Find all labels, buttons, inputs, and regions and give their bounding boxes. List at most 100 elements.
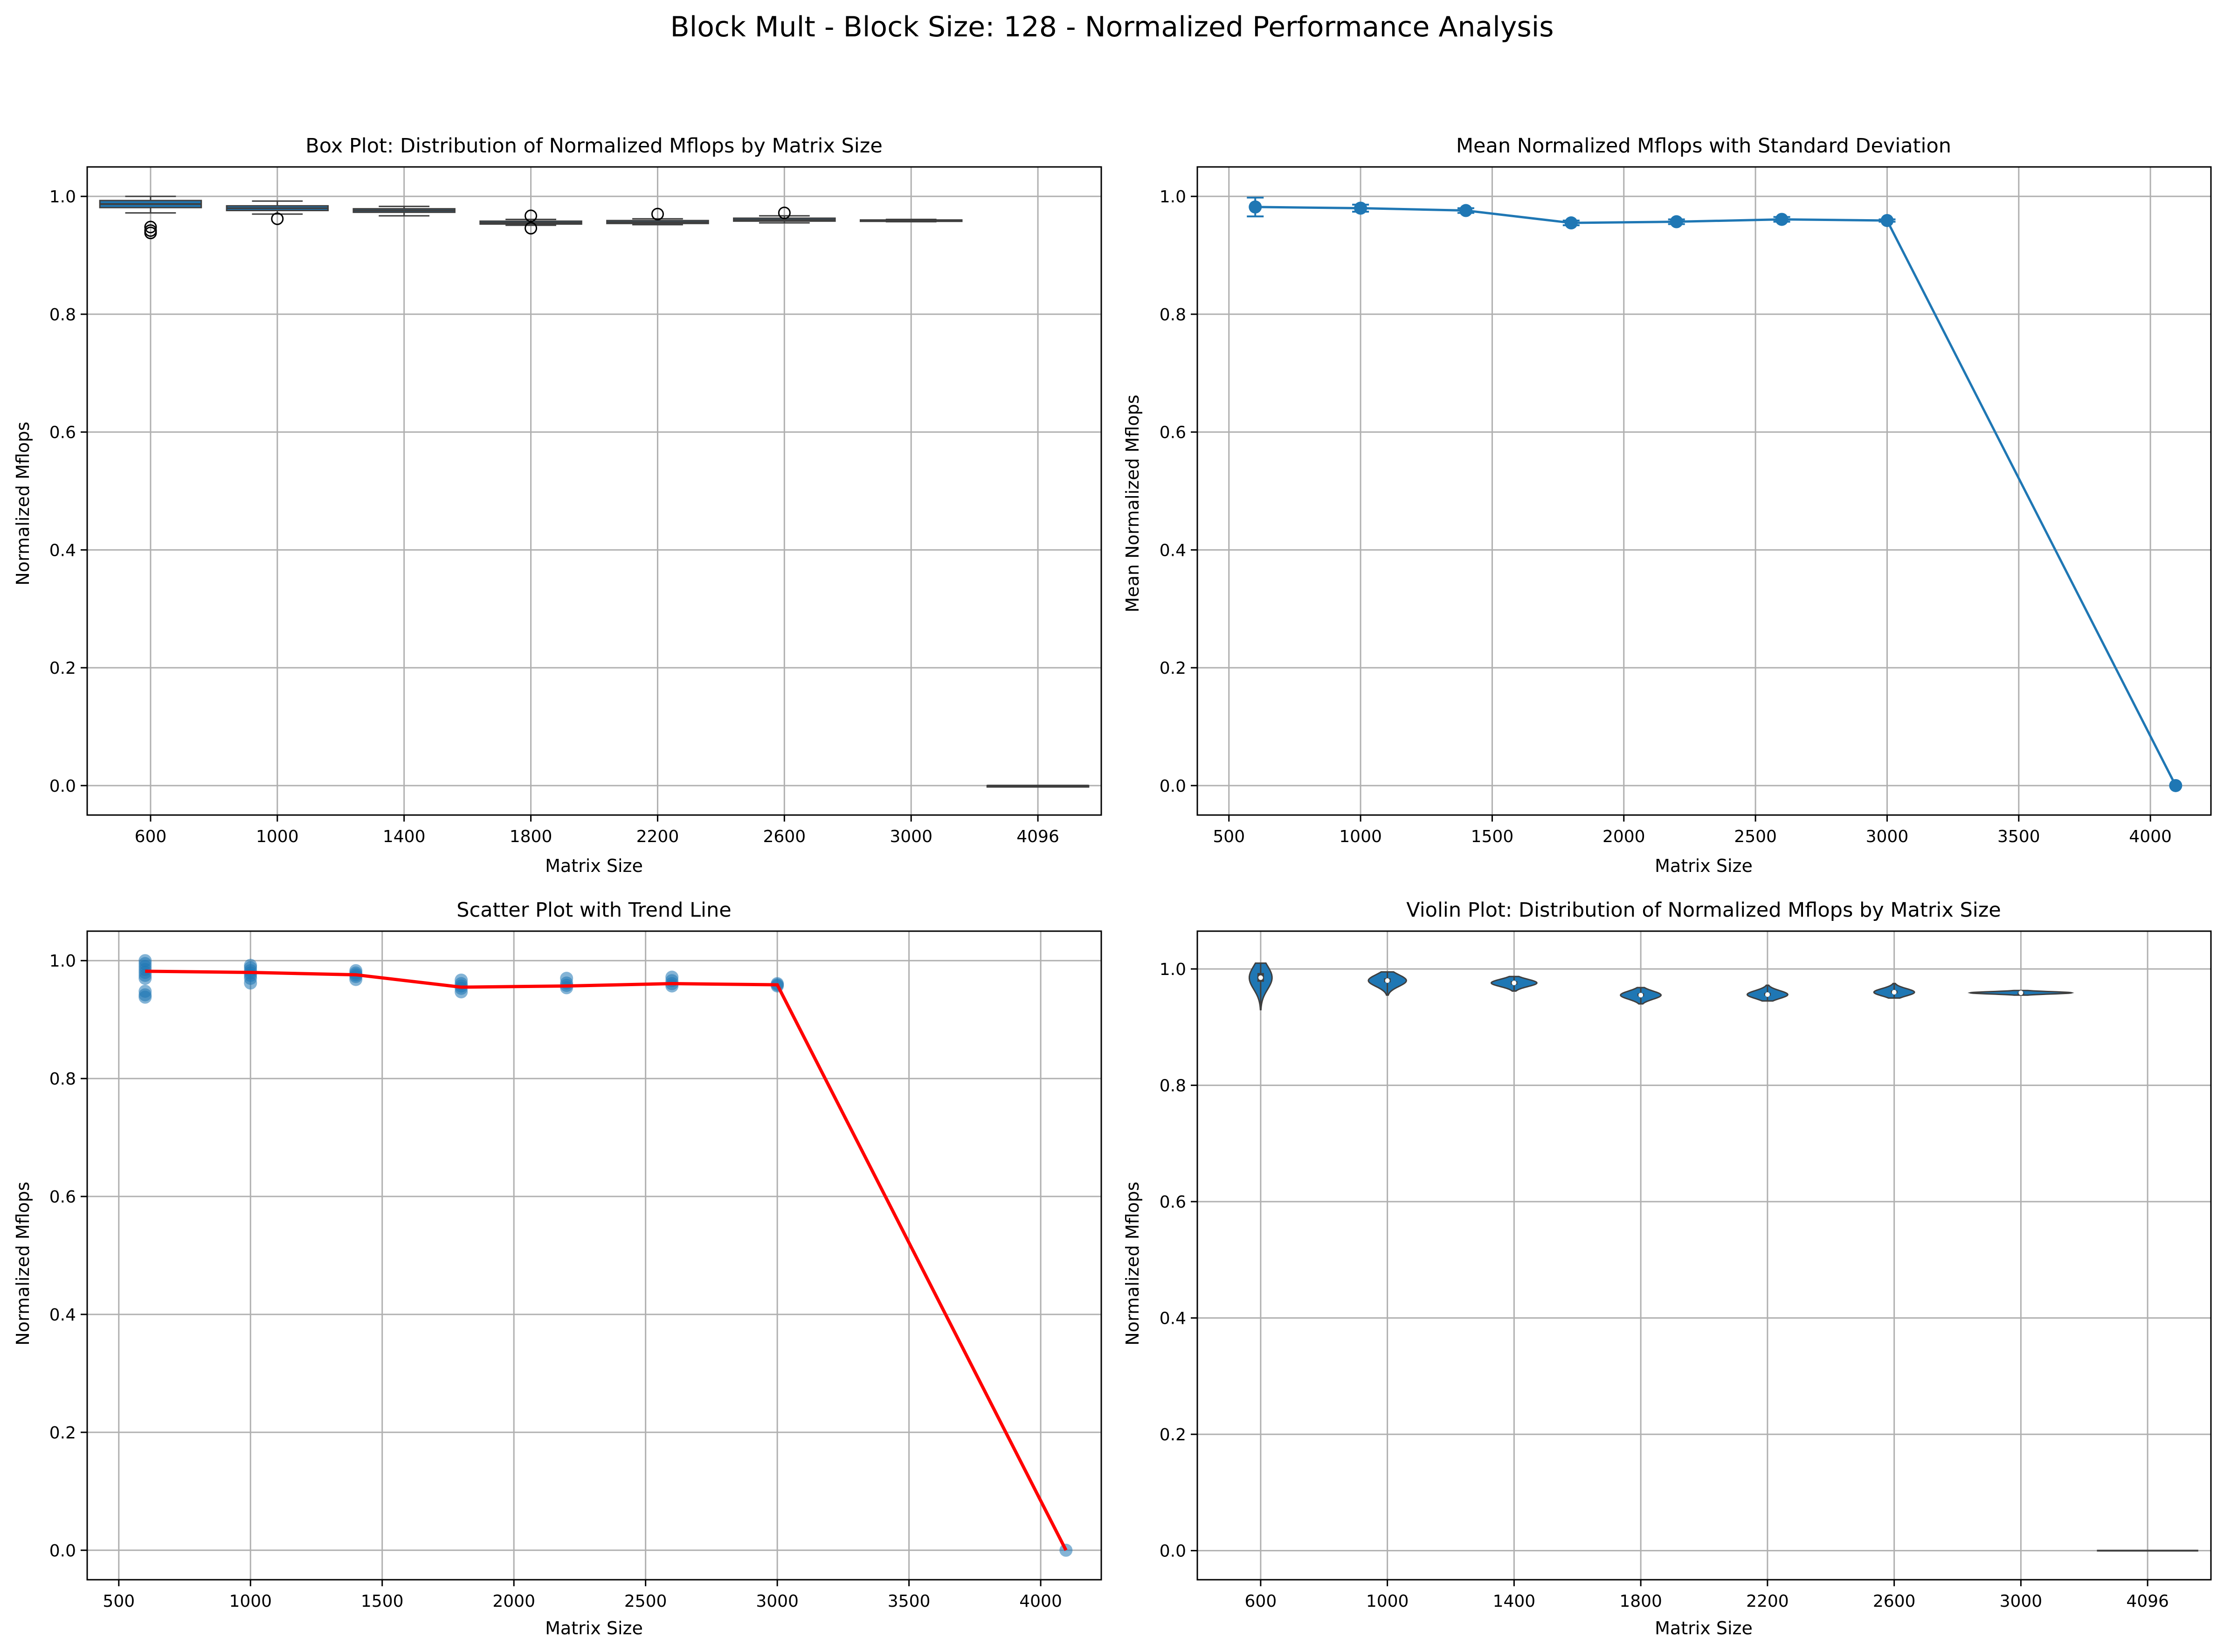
mean-point bbox=[1670, 215, 1683, 228]
violin-2200 bbox=[1746, 984, 1789, 1002]
y-tick-label: 0.8 bbox=[49, 1070, 76, 1089]
y-tick-label: 1.0 bbox=[1160, 187, 1186, 207]
x-tick-label: 4096 bbox=[2126, 1592, 2169, 1611]
grid-lines bbox=[87, 931, 1101, 1580]
axes-frame bbox=[1196, 166, 2212, 816]
y-tick-label: 0.6 bbox=[49, 1188, 76, 1207]
scatter-plot-title: Scatter Plot with Trend Line bbox=[456, 899, 731, 922]
x-tick-label: 4096 bbox=[1016, 827, 1059, 846]
mean-plot-ylabel: Mean Normalized Mflops bbox=[1122, 394, 1143, 612]
violin-panel: Violin Plot: Distribution of Normalized … bbox=[1122, 899, 2212, 1638]
violin-plot-xlabel: Matrix Size bbox=[1655, 1618, 1753, 1638]
scatter-plot-xlabel: Matrix Size bbox=[545, 1618, 643, 1638]
x-tick-label: 500 bbox=[1213, 827, 1245, 846]
violin-median bbox=[1765, 992, 1770, 997]
x-tick-label: 600 bbox=[1245, 1592, 1277, 1611]
x-tick-label: 3000 bbox=[2000, 1592, 2043, 1611]
x-tick-label: 2500 bbox=[624, 1592, 667, 1611]
box-plot-panel: Box Plot: Distribution of Normalized Mfl… bbox=[13, 134, 1102, 876]
violin-median bbox=[1512, 981, 1517, 986]
axes-frame bbox=[1196, 930, 2212, 1581]
y-tick-label: 0.2 bbox=[1160, 1425, 1186, 1445]
outlier-point bbox=[144, 227, 157, 240]
mean-point bbox=[1459, 204, 1472, 217]
box-1800 bbox=[479, 209, 582, 235]
x-tick-label: 2000 bbox=[1602, 827, 1645, 846]
mean-point bbox=[1354, 201, 1368, 215]
violin-3000 bbox=[1968, 989, 2074, 996]
y-tick-label: 0.4 bbox=[49, 1306, 76, 1325]
outlier-point bbox=[525, 221, 538, 235]
x-tick-label: 1800 bbox=[1619, 1592, 1662, 1611]
x-tick-label: 1400 bbox=[1493, 1592, 1536, 1611]
scatter-panel: Scatter Plot with Trend Line Matrix Size… bbox=[13, 899, 1102, 1638]
violin-600 bbox=[1249, 962, 1273, 1010]
grid-lines bbox=[1197, 931, 2211, 1580]
outlier-point bbox=[651, 207, 664, 221]
grid-lines bbox=[1197, 167, 2211, 815]
mean-point bbox=[1880, 214, 1894, 227]
y-tick-label: 0.6 bbox=[49, 423, 76, 442]
x-tick-label: 1800 bbox=[510, 827, 553, 846]
violin-2600 bbox=[1873, 982, 1915, 999]
x-tick-label: 500 bbox=[103, 1592, 135, 1611]
x-tick-label: 1400 bbox=[383, 827, 426, 846]
x-tick-label: 1500 bbox=[361, 1592, 404, 1611]
x-tick-label: 3500 bbox=[888, 1592, 931, 1611]
box-plot-xlabel: Matrix Size bbox=[545, 856, 643, 876]
axes-frame bbox=[86, 930, 1102, 1581]
y-tick-label: 0.2 bbox=[1160, 659, 1186, 678]
y-tick-label: 0.6 bbox=[1160, 1193, 1186, 1212]
scatter-point bbox=[244, 976, 257, 990]
box-2200 bbox=[606, 207, 709, 226]
violin-plot-title: Violin Plot: Distribution of Normalized … bbox=[1406, 899, 2001, 922]
mean-plot-xlabel: Matrix Size bbox=[1655, 856, 1753, 876]
x-tick-label: 1000 bbox=[229, 1592, 272, 1611]
scatter-point bbox=[560, 981, 573, 995]
y-tick-label: 0.2 bbox=[49, 1424, 76, 1443]
x-tick-label: 1500 bbox=[1471, 827, 1514, 846]
y-tick-label: 0.0 bbox=[1160, 777, 1186, 796]
grid-lines bbox=[87, 167, 1101, 815]
x-tick-label: 3000 bbox=[1866, 827, 1909, 846]
violin-median bbox=[1638, 993, 1644, 998]
x-tick-label: 1000 bbox=[1366, 1592, 1409, 1611]
violin-1400 bbox=[1491, 975, 1538, 992]
box-plot-title: Box Plot: Distribution of Normalized Mfl… bbox=[305, 134, 883, 158]
mean-point bbox=[2169, 779, 2183, 792]
mean-point bbox=[1249, 200, 1262, 214]
box-1000 bbox=[226, 200, 329, 225]
outlier-point bbox=[525, 209, 538, 222]
y-tick-label: 1.0 bbox=[49, 952, 76, 971]
mean-plot-title: Mean Normalized Mflops with Standard Dev… bbox=[1456, 134, 1951, 158]
y-tick-label: 0.8 bbox=[1160, 1077, 1186, 1096]
scatter-point bbox=[138, 972, 152, 985]
y-tick-label: 0.8 bbox=[1160, 305, 1186, 325]
x-tick-label: 3500 bbox=[1997, 827, 2040, 846]
box-2600 bbox=[733, 207, 836, 224]
violin-median bbox=[1892, 989, 1897, 995]
x-tick-label: 2200 bbox=[636, 827, 679, 846]
outlier-point bbox=[144, 221, 157, 234]
box-1400 bbox=[352, 206, 456, 217]
y-tick-label: 0.8 bbox=[49, 305, 76, 325]
y-tick-label: 0.4 bbox=[1160, 1309, 1186, 1328]
scatter-point bbox=[665, 979, 679, 993]
x-tick-label: 600 bbox=[135, 827, 167, 846]
outlier-point bbox=[778, 207, 791, 220]
x-tick-label: 3000 bbox=[890, 827, 932, 846]
y-tick-label: 0.0 bbox=[1160, 1542, 1186, 1561]
box-4096 bbox=[986, 784, 1090, 788]
figure-suptitle: Block Mult - Block Size: 128 - Normalize… bbox=[670, 11, 1554, 43]
mean-line bbox=[1255, 206, 2177, 786]
x-tick-label: 4000 bbox=[2129, 827, 2172, 846]
x-tick-label: 3000 bbox=[756, 1592, 799, 1611]
violin-plot-ylabel: Normalized Mflops bbox=[1122, 1182, 1143, 1345]
y-tick-label: 0.4 bbox=[49, 541, 76, 560]
box-plot-ylabel: Normalized Mflops bbox=[13, 422, 33, 585]
violin-1000 bbox=[1368, 971, 1407, 996]
x-tick-label: 2500 bbox=[1734, 827, 1777, 846]
x-tick-label: 4000 bbox=[1019, 1592, 1062, 1611]
y-tick-label: 0.2 bbox=[49, 659, 76, 678]
